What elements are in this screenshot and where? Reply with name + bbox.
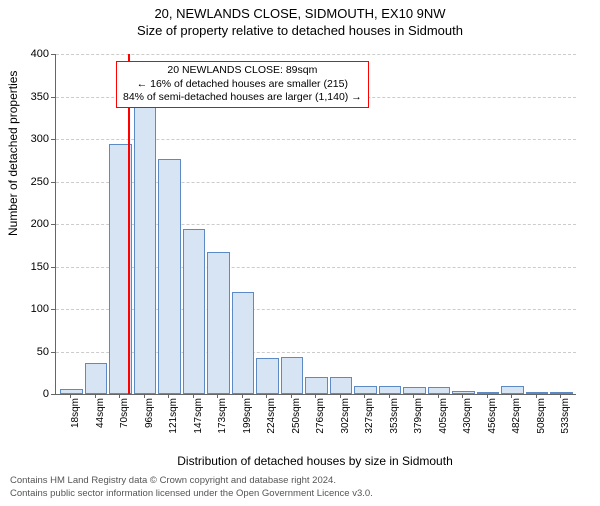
y-tick-mark	[51, 267, 55, 268]
y-tick-mark	[51, 309, 55, 310]
histogram-bar	[158, 159, 181, 394]
x-tick-label: 533sqm	[560, 398, 571, 448]
footer-line-1: Contains HM Land Registry data © Crown c…	[10, 475, 373, 487]
x-tick-label: 250sqm	[291, 398, 302, 448]
y-tick-mark	[51, 224, 55, 225]
y-tick-label: 100	[19, 303, 49, 315]
y-tick-mark	[51, 352, 55, 353]
x-tick-label: 96sqm	[144, 398, 155, 448]
histogram-bar	[85, 363, 108, 394]
x-tick-label: 276sqm	[315, 398, 326, 448]
histogram-bar	[256, 358, 279, 394]
histogram-bar	[526, 392, 549, 394]
x-tick-label: 199sqm	[242, 398, 253, 448]
histogram-bar	[354, 386, 377, 395]
x-tick-label: 327sqm	[364, 398, 375, 448]
x-tick-label: 405sqm	[438, 398, 449, 448]
histogram-bar	[550, 392, 573, 394]
x-tick-label: 430sqm	[462, 398, 473, 448]
y-tick-label: 0	[19, 388, 49, 400]
x-tick-label: 302sqm	[340, 398, 351, 448]
chart-subtitle: Size of property relative to detached ho…	[0, 23, 600, 40]
x-tick-label: 44sqm	[95, 398, 106, 448]
x-tick-label: 173sqm	[217, 398, 228, 448]
y-tick-mark	[51, 182, 55, 183]
y-tick-label: 350	[19, 91, 49, 103]
x-tick-label: 353sqm	[389, 398, 400, 448]
x-tick-label: 18sqm	[70, 398, 81, 448]
footer-text: Contains HM Land Registry data © Crown c…	[10, 475, 373, 500]
footer-line-2: Contains public sector information licen…	[10, 488, 373, 500]
y-axis-label: Number of detached properties	[6, 71, 20, 236]
histogram-bar	[60, 389, 83, 394]
x-tick-label: 224sqm	[266, 398, 277, 448]
histogram-bar	[281, 357, 304, 394]
histogram-bar	[501, 386, 524, 395]
x-tick-label: 482sqm	[511, 398, 522, 448]
x-tick-label: 147sqm	[193, 398, 204, 448]
histogram-bar	[207, 252, 230, 394]
y-tick-mark	[51, 97, 55, 98]
x-tick-label: 379sqm	[413, 398, 424, 448]
annotation-box: 20 NEWLANDS CLOSE: 89sqm ← 16% of detach…	[116, 61, 369, 108]
y-tick-label: 150	[19, 261, 49, 273]
x-tick-label: 121sqm	[168, 398, 179, 448]
histogram-bar	[428, 387, 451, 394]
histogram-bar	[403, 387, 426, 394]
y-tick-mark	[51, 54, 55, 55]
annotation-line-2: ← 16% of detached houses are smaller (21…	[123, 78, 362, 92]
x-tick-label: 508sqm	[536, 398, 547, 448]
y-tick-label: 400	[19, 48, 49, 60]
annotation-line-1: 20 NEWLANDS CLOSE: 89sqm	[123, 64, 362, 78]
chart-area: 20 NEWLANDS CLOSE: 89sqm ← 16% of detach…	[55, 54, 575, 424]
histogram-bar	[330, 377, 353, 394]
histogram-bar	[452, 391, 475, 394]
x-tick-label: 70sqm	[119, 398, 130, 448]
histogram-bar	[305, 377, 328, 394]
x-tick-label: 456sqm	[487, 398, 498, 448]
y-tick-mark	[51, 394, 55, 395]
y-tick-mark	[51, 139, 55, 140]
plot-area: 20 NEWLANDS CLOSE: 89sqm ← 16% of detach…	[55, 54, 576, 395]
y-tick-label: 200	[19, 218, 49, 230]
y-tick-label: 300	[19, 133, 49, 145]
histogram-bar	[477, 392, 500, 394]
histogram-bar	[232, 292, 255, 394]
y-tick-label: 250	[19, 176, 49, 188]
x-axis-label: Distribution of detached houses by size …	[55, 454, 575, 468]
histogram-bar	[183, 229, 206, 394]
annotation-line-3: 84% of semi-detached houses are larger (…	[123, 91, 362, 105]
chart-title: 20, NEWLANDS CLOSE, SIDMOUTH, EX10 9NW	[0, 6, 600, 23]
histogram-bar	[134, 104, 157, 394]
histogram-bar	[379, 386, 402, 395]
y-tick-label: 50	[19, 346, 49, 358]
